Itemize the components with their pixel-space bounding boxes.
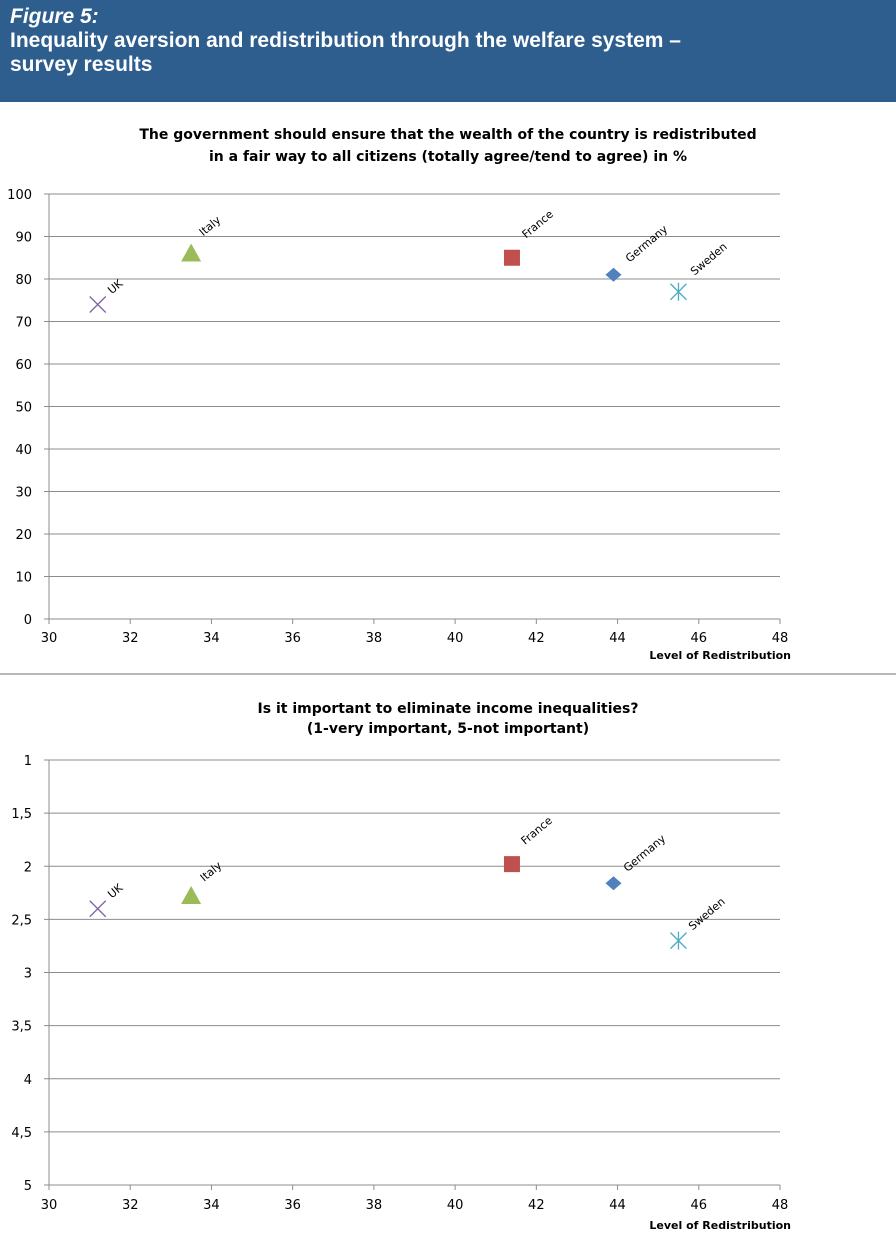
x-tick-label: 38 xyxy=(366,1198,383,1213)
point-uk xyxy=(89,900,107,918)
point-uk xyxy=(89,296,107,313)
y-tick-label: 100 xyxy=(7,188,32,203)
x-tick-label: 46 xyxy=(691,631,708,646)
y-tick-label: 1 xyxy=(24,754,32,769)
y-tick-label: 0 xyxy=(24,613,32,628)
x-tick-label: 30 xyxy=(41,631,58,646)
x-tick-label: 46 xyxy=(691,1198,708,1213)
x-tick-label: 34 xyxy=(203,631,220,646)
point-italy xyxy=(181,243,202,262)
y-tick-label: 80 xyxy=(15,273,32,288)
point-italy xyxy=(181,886,202,904)
x-tick-label: 40 xyxy=(447,1198,464,1213)
y-tick-label: 1,5 xyxy=(11,807,32,822)
chart-title-line: (1-very important, 5-not important) xyxy=(307,721,589,737)
x-tick-label: 32 xyxy=(122,1198,139,1213)
x-tick-label: 38 xyxy=(366,631,383,646)
y-tick-label: 10 xyxy=(15,571,32,586)
point-label-italy: Italy xyxy=(198,859,225,885)
x-tick-label: 36 xyxy=(284,631,301,646)
chart-income-inequality-importance: Is it important to eliminate income ineq… xyxy=(11,701,791,1232)
chart-redistribution-agreement: The government should ensure that the we… xyxy=(7,127,791,662)
x-axis-label: Level of Redistribution xyxy=(649,649,791,662)
y-tick-label: 2 xyxy=(24,860,32,875)
y-tick-label: 4 xyxy=(24,1073,32,1088)
x-tick-label: 44 xyxy=(609,631,626,646)
y-tick-label: 30 xyxy=(15,486,32,501)
figure-banner: Figure 5: Inequality aversion and redist… xyxy=(0,0,896,102)
point-sweden xyxy=(670,282,687,301)
x-tick-label: 42 xyxy=(528,631,545,646)
x-tick-label: 32 xyxy=(122,631,139,646)
point-label-france: France xyxy=(519,814,556,848)
figure-title-line-1: Inequality aversion and redistribution t… xyxy=(10,29,681,52)
chart-title-line: The government should ensure that the we… xyxy=(139,127,756,143)
y-tick-label: 4,5 xyxy=(11,1126,32,1141)
figure-title-line-2: survey results xyxy=(10,53,153,76)
y-tick-label: 70 xyxy=(15,316,32,331)
y-tick-label: 40 xyxy=(15,443,32,458)
point-label-uk: UK xyxy=(105,881,126,901)
point-sweden xyxy=(670,931,687,950)
chart-divider xyxy=(0,673,896,675)
point-label-germany: Germany xyxy=(621,832,668,875)
y-tick-label: 20 xyxy=(15,528,32,543)
x-tick-label: 48 xyxy=(772,1198,789,1213)
chart-title-line: in a fair way to all citizens (totally a… xyxy=(209,149,687,165)
y-tick-label: 90 xyxy=(15,231,32,246)
x-tick-label: 48 xyxy=(772,631,789,646)
point-label-uk: UK xyxy=(105,277,126,297)
x-tick-label: 34 xyxy=(203,1198,220,1213)
y-tick-label: 50 xyxy=(15,401,32,416)
point-label-sweden: Sweden xyxy=(688,240,730,278)
x-tick-label: 42 xyxy=(528,1198,545,1213)
point-france xyxy=(503,856,520,873)
chart-title-line: Is it important to eliminate income ineq… xyxy=(258,701,639,717)
x-tick-label: 44 xyxy=(609,1198,626,1213)
point-label-italy: Italy xyxy=(197,213,224,239)
x-axis-label: Level of Redistribution xyxy=(649,1219,791,1232)
point-label-sweden: Sweden xyxy=(686,895,728,933)
point-france xyxy=(503,249,520,266)
y-tick-label: 60 xyxy=(15,358,32,373)
y-tick-label: 3,5 xyxy=(11,1020,32,1035)
x-tick-label: 30 xyxy=(41,1198,58,1213)
y-tick-label: 2,5 xyxy=(11,913,32,928)
figure-label: Figure 5: xyxy=(10,5,99,28)
y-tick-label: 5 xyxy=(24,1179,32,1194)
y-tick-label: 3 xyxy=(24,967,32,982)
point-germany xyxy=(605,267,622,282)
point-germany xyxy=(605,876,622,891)
x-tick-label: 36 xyxy=(284,1198,301,1213)
point-label-germany: Germany xyxy=(623,222,670,265)
x-tick-label: 40 xyxy=(447,631,464,646)
